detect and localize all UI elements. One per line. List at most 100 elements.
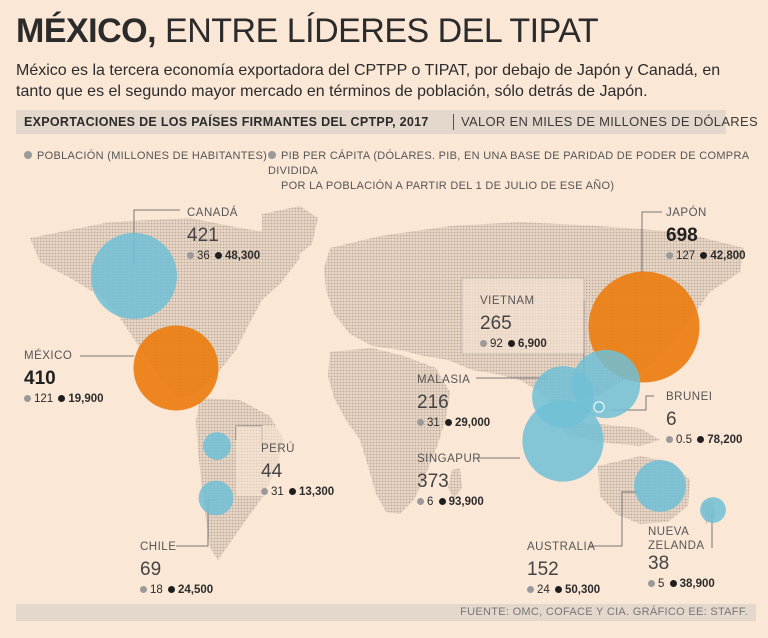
nz-exports: 38 [648, 553, 670, 574]
malasia-stats: 31 29,000 [417, 416, 490, 431]
subtitle: México es la tercera economía exportador… [16, 62, 721, 100]
legend-gdp-line2: POR LA POBLACIÓN A PARTIR DEL 1 DE JULIO… [281, 180, 615, 192]
legend-gdp-line1: PIB PER CÁPITA (DÓLARES. PIB, EN UNA BAS… [268, 150, 749, 177]
land-africa [328, 348, 450, 514]
gray-dot-icon [417, 498, 424, 505]
peru-gdp: 13,300 [299, 486, 335, 498]
brunei-name: BRUNEI [666, 391, 713, 403]
legend-population: POBLACIÓN (MILLONES DE HABITANTES) [24, 149, 267, 164]
malasia-name: MALASIA [417, 374, 471, 386]
singapur-name: SINGAPUR [417, 453, 482, 465]
legend-gdp: PIB PER CÁPITA (DÓLARES. PIB, EN UNA BAS… [268, 149, 768, 194]
title-rest: ENTRE LÍDERES DEL TIPAT [165, 12, 599, 50]
label-chile: CHILE 69 18 24,500 [140, 540, 213, 598]
gray-dot-icon [140, 586, 147, 593]
gray-dot-icon [480, 340, 487, 347]
japan-gdp: 42,800 [710, 250, 746, 262]
vietnam-stats: 92 6,900 [480, 337, 547, 352]
gray-dot-icon [648, 580, 655, 587]
bubble-australia [634, 460, 686, 512]
label-canada: CANADÁ 421 36 48,300 [187, 206, 260, 264]
australia-exports: 152 [527, 559, 559, 580]
peru-population: 31 [271, 486, 284, 498]
chart-header-band: EXPORTACIONES DE LOS PAÍSES FIRMANTES DE… [16, 110, 758, 134]
japan-name: JAPÓN [666, 207, 707, 219]
japan-population: 127 [676, 250, 696, 262]
black-dot-icon [555, 586, 562, 593]
label-brunei: BRUNEI 6 0.5 78,200 [666, 390, 742, 448]
black-dot-icon [697, 436, 705, 443]
peru-exports: 44 [261, 461, 283, 482]
brunei-exports: 6 [666, 409, 677, 430]
australia-gdp: 50,300 [565, 584, 601, 596]
label-malasia: MALASIA 216 31 29,000 [417, 373, 490, 431]
gray-dot-icon [666, 436, 673, 443]
black-dot-icon [445, 419, 452, 426]
nz-stats: 5 38,900 [648, 577, 718, 592]
nz-gdp: 38,900 [679, 578, 715, 590]
peru-stats: 31 13,300 [261, 485, 334, 500]
peru-label-box [236, 426, 348, 496]
gray-dot-icon [417, 419, 424, 426]
black-dot-icon [215, 252, 222, 259]
gray-dot-icon [261, 488, 268, 495]
vietnam-gdp: 6,900 [518, 338, 547, 350]
black-dot-icon [438, 498, 446, 505]
label-australia: AUSTRALIA 152 24 50,300 [527, 540, 600, 598]
vietnam-exports: 265 [480, 313, 512, 334]
bubble-chile [198, 480, 234, 516]
malasia-gdp: 29,000 [455, 417, 491, 429]
chile-gdp: 24,500 [178, 584, 214, 596]
bubble-malasia [532, 366, 594, 428]
gray-dot-icon [268, 151, 276, 159]
australia-name: AUSTRALIA [527, 541, 596, 553]
land-madagascar [448, 468, 462, 498]
black-dot-icon [58, 395, 66, 402]
footer-band: FUENTE: OMC, COFACE Y CIA. GRÁFICO EE: S… [16, 604, 756, 621]
chile-population: 18 [150, 584, 163, 596]
chart-title: EXPORTACIONES DE LOS PAÍSES FIRMANTES DE… [24, 115, 429, 129]
canada-stats: 36 48,300 [187, 249, 260, 264]
japan-exports: 698 [666, 225, 698, 246]
mexico-gdp: 19,900 [68, 393, 104, 405]
bubble-canadá [90, 232, 178, 320]
gray-dot-icon [24, 151, 32, 159]
brunei-population: 0.5 [676, 434, 692, 446]
bubble-perú [203, 432, 231, 460]
brunei-gdp: 78,200 [707, 434, 743, 446]
chile-name: CHILE [140, 541, 177, 553]
label-mexico: MÉXICO 410 121 19,900 [24, 349, 104, 407]
malasia-population: 31 [427, 417, 440, 429]
mexico-name: MÉXICO [24, 350, 73, 362]
black-dot-icon [289, 488, 296, 495]
leader-australia [590, 491, 640, 547]
chile-exports: 69 [140, 559, 162, 580]
gray-dot-icon [666, 252, 673, 259]
label-vietnam: VIETNAM 265 92 6,900 [480, 294, 547, 352]
legend-population-text: POBLACIÓN (MILLONES DE HABITANTES) [37, 150, 268, 162]
singapur-gdp: 93,900 [448, 496, 484, 508]
australia-population: 24 [537, 584, 550, 596]
brunei-stats: 0.5 78,200 [666, 433, 742, 448]
label-japan: JAPÓN 698 127 42,800 [666, 206, 746, 264]
bubble-brunei [593, 401, 605, 413]
label-nz: NUEVA ZELANDA 38 5 38,900 [648, 525, 718, 592]
black-dot-icon [700, 252, 708, 259]
japan-stats: 127 42,800 [666, 249, 746, 264]
peru-name: PERÚ [261, 443, 295, 455]
gray-dot-icon [187, 252, 194, 259]
label-singapur: SINGAPUR 373 6 93,900 [417, 452, 484, 510]
label-peru: PERÚ 44 31 13,300 [261, 442, 334, 500]
canada-gdp: 48,300 [225, 250, 261, 262]
gray-dot-icon [24, 395, 31, 402]
band-separator [453, 114, 454, 130]
canada-exports: 421 [187, 225, 219, 246]
black-dot-icon [669, 580, 677, 587]
mexico-stats: 121 19,900 [24, 392, 104, 407]
malasia-exports: 216 [417, 392, 449, 413]
bubble-nueva-zelanda [700, 497, 726, 523]
chart-unit: VALOR EN MILES DE MILLONES DE DÓLARES [461, 114, 758, 129]
source-note: FUENTE: OMC, COFACE Y CIA. GRÁFICO EE: S… [460, 606, 748, 618]
leader-japan [641, 211, 662, 280]
